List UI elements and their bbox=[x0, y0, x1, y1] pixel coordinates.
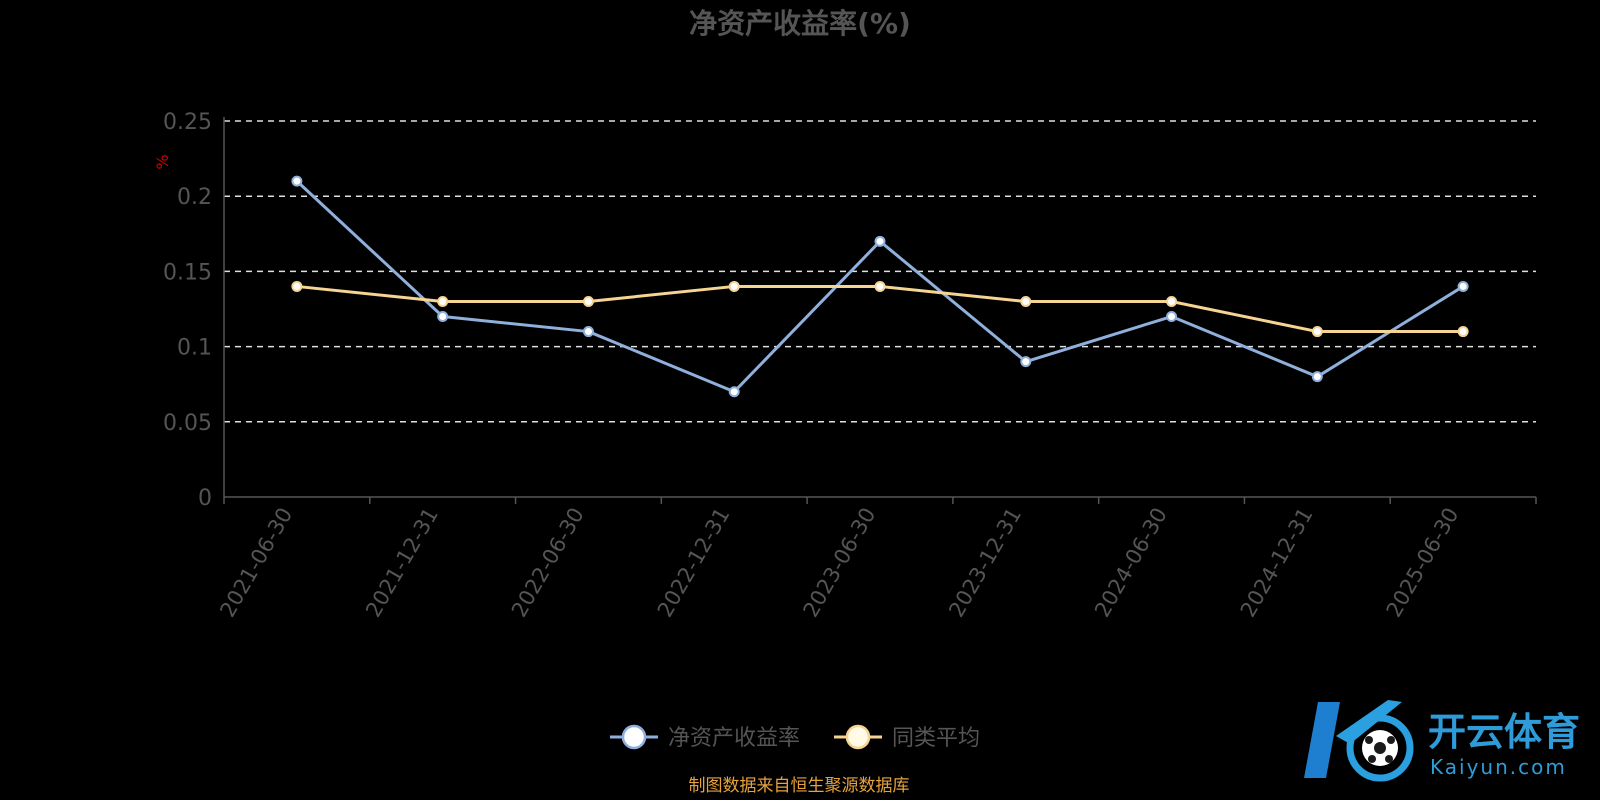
data-point-0 bbox=[728, 386, 740, 398]
chart-title: 净资产收益率(%) bbox=[689, 7, 911, 40]
y-tick-label: 0.2 bbox=[177, 185, 212, 210]
y-tick-label: 0.1 bbox=[177, 336, 212, 361]
grid-lines bbox=[224, 120, 1536, 423]
y-tick-label: 0.15 bbox=[163, 260, 212, 285]
x-tick-label: 2025-06-30 bbox=[1382, 504, 1464, 622]
data-point-1 bbox=[1311, 326, 1323, 338]
y-tick-labels: 0 0.05 0.1 0.15 0.2 0.25 bbox=[163, 110, 212, 511]
x-tick-label: 2022-12-31 bbox=[653, 504, 735, 622]
data-point-1 bbox=[1020, 295, 1032, 307]
data-point-1 bbox=[291, 280, 303, 292]
data-point-0 bbox=[1311, 371, 1323, 383]
legend-marker-roe bbox=[621, 724, 647, 750]
data-point-0 bbox=[1166, 311, 1178, 323]
watermark: 开云体育 Kaiyun.com bbox=[1304, 700, 1580, 782]
data-point-0 bbox=[1457, 280, 1469, 292]
x-tick-label: 2023-12-31 bbox=[944, 504, 1026, 622]
data-point-1 bbox=[728, 280, 740, 292]
legend[interactable]: 净资产收益率 同类平均 bbox=[610, 724, 980, 751]
data-point-0 bbox=[437, 311, 449, 323]
legend-item-peer-average[interactable]: 同类平均 bbox=[834, 724, 980, 751]
y-axis-unit: % bbox=[153, 154, 172, 169]
legend-label-roe: 净资产收益率 bbox=[668, 726, 800, 751]
y-tick-label: 0 bbox=[198, 486, 212, 511]
watermark-name-en: Kaiyun.com bbox=[1430, 755, 1567, 779]
x-tick-label: 2021-12-31 bbox=[361, 504, 443, 622]
legend-item-roe[interactable]: 净资产收益率 bbox=[610, 724, 800, 751]
y-tick-label: 0.05 bbox=[163, 411, 212, 436]
x-tick-label: 2021-06-30 bbox=[215, 504, 297, 622]
x-tick-labels: 2021-06-30 2021-12-31 2022-06-30 2022-12-31… bbox=[215, 504, 1463, 622]
series-line-1 bbox=[296, 284, 1464, 334]
data-point-1 bbox=[582, 295, 594, 307]
source-note: 制图数据来自恒生聚源数据库 bbox=[689, 776, 910, 796]
data-point-0 bbox=[1020, 356, 1032, 368]
y-tick-label: 0.25 bbox=[163, 110, 212, 135]
data-point-0 bbox=[874, 235, 886, 247]
data-point-0 bbox=[582, 326, 594, 338]
data-point-1 bbox=[1166, 295, 1178, 307]
axes bbox=[223, 117, 1537, 504]
series-lines bbox=[291, 175, 1469, 398]
data-point-1 bbox=[437, 295, 449, 307]
x-tick-label: 2024-12-31 bbox=[1236, 504, 1318, 622]
legend-marker-peer-average bbox=[845, 724, 871, 750]
x-tick-label: 2022-06-30 bbox=[507, 504, 589, 622]
legend-label-peer-average: 同类平均 bbox=[892, 726, 980, 751]
watermark-name-cn: 开云体育 bbox=[1428, 710, 1580, 754]
data-point-1 bbox=[1457, 326, 1469, 338]
data-point-0 bbox=[291, 175, 303, 187]
data-point-1 bbox=[874, 280, 886, 292]
kaiyun-logo-icon bbox=[1304, 700, 1414, 782]
x-tick-label: 2023-06-30 bbox=[799, 504, 881, 622]
x-tick-label: 2024-06-30 bbox=[1090, 504, 1172, 622]
